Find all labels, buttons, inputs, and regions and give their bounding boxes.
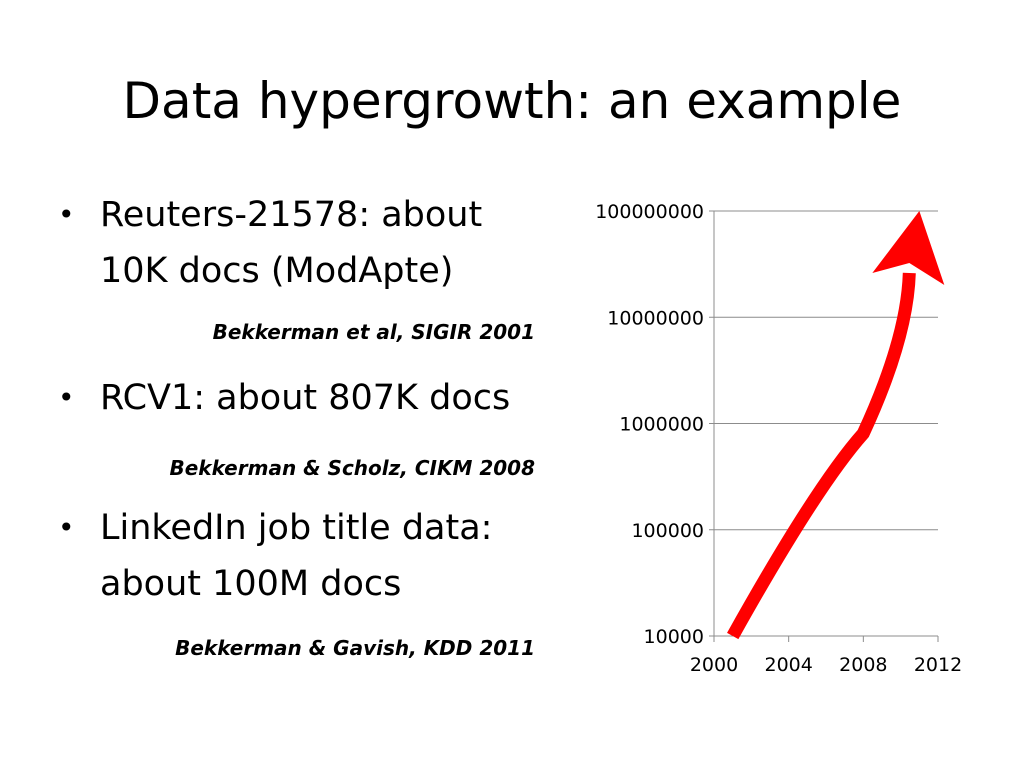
citation-rcv1: Bekkerman & Scholz, CIKM 2008: [169, 456, 535, 480]
bullet-text: Reuters-21578: about 10K docs (ModApte): [100, 195, 483, 291]
slide-title: Data hypergrowth: an example: [122, 72, 902, 130]
y-tick-label: 100000000: [595, 201, 704, 223]
bullet-dot: •: [58, 198, 75, 231]
y-tick-label: 100000: [631, 520, 704, 542]
bullet-reuters: • Reuters-21578: about 10K docs (ModApte…: [58, 187, 558, 299]
x-tick-label: 2008: [839, 654, 887, 676]
bullet-rcv1: • RCV1: about 807K docs: [58, 370, 558, 426]
growth-series-line: [727, 272, 916, 640]
bullet-text: LinkedIn job title data: about 100M docs: [100, 508, 493, 604]
y-tick-label: 10000: [644, 626, 704, 648]
bullet-dot: •: [58, 511, 75, 544]
bullet-linkedin: • LinkedIn job title data: about 100M do…: [58, 500, 558, 612]
x-tick-label: 2004: [764, 654, 812, 676]
y-tick-label: 10000000: [607, 307, 704, 329]
bullet-dot: •: [58, 381, 75, 414]
y-tick-label: 1000000: [619, 414, 704, 436]
citation-linkedin: Bekkerman & Gavish, KDD 2011: [175, 636, 535, 660]
citation-reuters: Bekkerman et al, SIGIR 2001: [212, 320, 535, 344]
x-tick-label: 2012: [914, 654, 962, 676]
x-tick-label: 2000: [690, 654, 738, 676]
bullet-text: RCV1: about 807K docs: [100, 378, 511, 418]
growth-arrowhead: [872, 211, 945, 285]
